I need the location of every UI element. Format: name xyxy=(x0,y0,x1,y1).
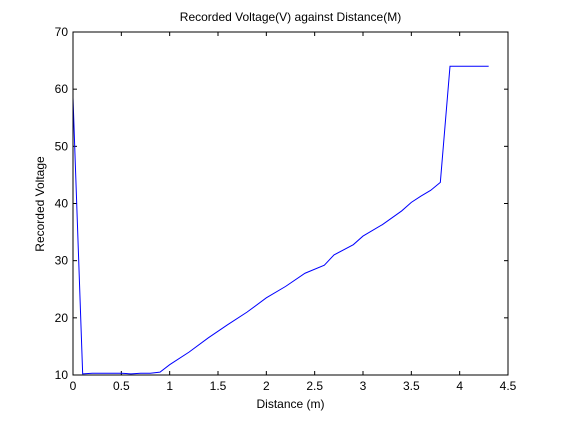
x-tick-label: 0 xyxy=(70,379,77,393)
y-tick-label: 40 xyxy=(55,197,69,211)
x-axis-label: Distance (m) xyxy=(256,397,324,411)
x-tick-label: 4 xyxy=(456,379,463,393)
series-layer xyxy=(72,65,489,375)
axes-background xyxy=(73,32,508,375)
y-tick-label: 50 xyxy=(55,139,69,153)
x-tick-label: 1.5 xyxy=(210,379,227,393)
y-axis-label: Recorded Voltage xyxy=(33,156,47,252)
x-tick-label: 4.5 xyxy=(500,379,517,393)
chart-title: Recorded Voltage(V) against Distance(M) xyxy=(180,10,401,24)
x-tick-label: 1 xyxy=(166,379,173,393)
series-line xyxy=(72,65,489,375)
x-tick-label: 2 xyxy=(263,379,270,393)
y-tick-label: 20 xyxy=(55,311,69,325)
ticks-layer: 0 0.5 1 1.5 2 2.5 3 3.5 4 4.5 10 20 30 40 50 60 70 xyxy=(55,25,517,393)
x-tick-label: 3 xyxy=(360,379,367,393)
y-tick-label: 10 xyxy=(55,368,69,382)
y-tick-label: 30 xyxy=(55,254,69,268)
axes-frame xyxy=(72,31,509,376)
x-tick-label: 3.5 xyxy=(403,379,420,393)
y-tick-label: 60 xyxy=(55,82,69,96)
x-tick-label: 0.5 xyxy=(113,379,130,393)
y-tick-label: 70 xyxy=(55,25,69,39)
x-tick-label: 2.5 xyxy=(306,379,323,393)
